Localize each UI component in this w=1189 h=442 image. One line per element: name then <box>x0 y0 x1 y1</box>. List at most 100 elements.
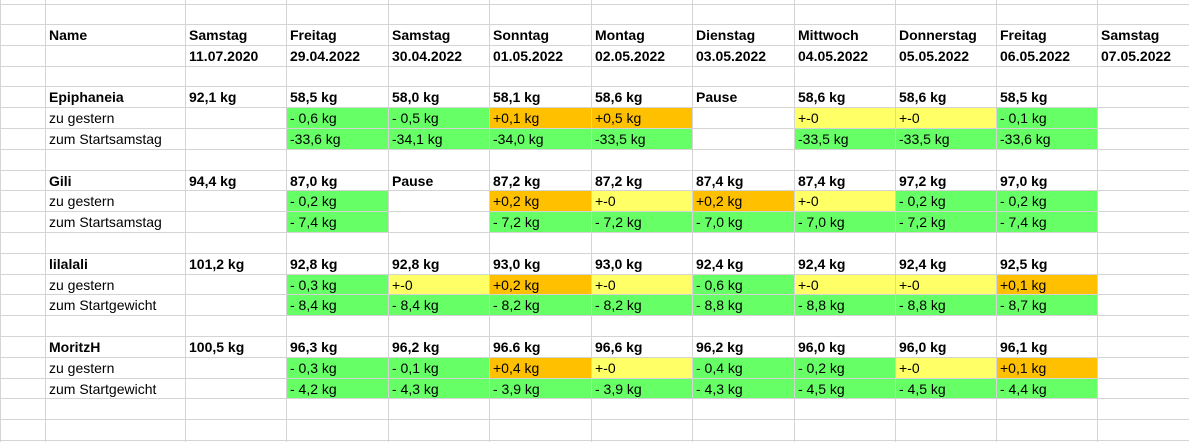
diff-start-cell[interactable]: - 8,2 kg <box>490 295 591 315</box>
header-weekday[interactable]: Dienstag <box>696 27 756 43</box>
diff-yesterday-cell[interactable]: - 0,6 kg <box>693 275 794 294</box>
diff-start-cell[interactable]: - 7,4 kg <box>287 212 388 232</box>
diff-yesterday-cell[interactable]: - 0,3 kg <box>287 275 388 294</box>
diff-start-cell[interactable]: - 8,2 kg <box>592 295 692 315</box>
diff-start-cell[interactable]: -33,6 kg <box>997 129 1097 149</box>
diff-start-cell[interactable]: - 4,2 kg <box>287 379 388 398</box>
diff-start-cell[interactable]: -33,5 kg <box>896 129 996 149</box>
row-label[interactable]: zu gestern <box>49 193 115 209</box>
weight-cell[interactable]: 101,2 kg <box>189 256 245 272</box>
diff-start-cell[interactable]: -33,5 kg <box>592 129 692 149</box>
diff-start-cell[interactable]: - 3,9 kg <box>490 379 591 398</box>
weight-cell[interactable]: 92,4 kg <box>798 256 846 272</box>
diff-yesterday-cell[interactable]: +0,1 kg <box>997 358 1097 378</box>
row-label[interactable]: zu gestern <box>49 110 115 126</box>
diff-yesterday-cell[interactable]: +0,2 kg <box>490 191 591 211</box>
diff-yesterday-cell[interactable]: +0,1 kg <box>997 275 1097 294</box>
weight-cell[interactable]: 92,8 kg <box>290 256 338 272</box>
diff-start-cell[interactable]: - 4,4 kg <box>997 379 1097 398</box>
diff-yesterday-cell[interactable]: - 0,2 kg <box>896 191 996 211</box>
weight-cell[interactable]: Pause <box>392 173 434 189</box>
header-date[interactable]: 04.05.2022 <box>798 48 869 64</box>
diff-yesterday-cell[interactable]: +0,5 kg <box>592 108 692 128</box>
diff-start-cell[interactable]: -33,5 kg <box>795 129 895 149</box>
row-label[interactable]: zum Startgewicht <box>49 381 157 397</box>
weight-cell[interactable]: 87,0 kg <box>290 173 338 189</box>
weight-cell[interactable]: 58,6 kg <box>798 89 846 105</box>
weight-cell[interactable]: 100,5 kg <box>189 339 245 355</box>
diff-yesterday-cell[interactable]: +-0 <box>592 191 692 211</box>
weight-cell[interactable]: 96,2 kg <box>696 339 744 355</box>
weight-cell[interactable]: 96,0 kg <box>899 339 947 355</box>
diff-yesterday-cell[interactable]: +0,4 kg <box>490 358 591 378</box>
header-weekday[interactable]: Mittwoch <box>798 27 859 43</box>
header-date[interactable]: 05.05.2022 <box>899 48 970 64</box>
weight-cell[interactable]: 92,8 kg <box>392 256 440 272</box>
weight-cell[interactable]: 96,0 kg <box>798 339 846 355</box>
weight-cell[interactable]: Pause <box>696 89 738 105</box>
diff-yesterday-cell[interactable]: - 0,1 kg <box>389 358 489 378</box>
diff-start-cell[interactable]: - 8,8 kg <box>896 295 996 315</box>
diff-start-cell[interactable]: - 8,8 kg <box>693 295 794 315</box>
diff-start-cell[interactable]: -34,0 kg <box>490 129 591 149</box>
header-date[interactable]: 02.05.2022 <box>595 48 666 64</box>
diff-yesterday-cell[interactable]: +-0 <box>795 191 895 211</box>
weight-cell[interactable]: 58,5 kg <box>1000 89 1048 105</box>
diff-yesterday-cell[interactable]: +0,2 kg <box>693 191 794 211</box>
diff-start-cell[interactable]: - 7,2 kg <box>490 212 591 232</box>
weight-cell[interactable]: 92,4 kg <box>899 256 947 272</box>
header-date[interactable]: 07.05.2022 <box>1101 48 1172 64</box>
weight-cell[interactable]: 87,2 kg <box>595 173 643 189</box>
row-label[interactable]: zu gestern <box>49 277 115 293</box>
header-date[interactable]: 30.04.2022 <box>392 48 463 64</box>
diff-start-cell[interactable]: - 3,9 kg <box>592 379 692 398</box>
diff-start-cell[interactable]: - 7,2 kg <box>896 212 996 232</box>
header-weekday[interactable]: Samstag <box>189 27 248 43</box>
weight-cell[interactable]: 96,6 kg <box>595 339 643 355</box>
header-date[interactable]: 11.07.2020 <box>189 48 259 64</box>
header-weekday[interactable]: Samstag <box>392 27 451 43</box>
weight-cell[interactable]: 58,0 kg <box>392 89 440 105</box>
weight-cell[interactable]: 97,0 kg <box>1000 173 1048 189</box>
weight-cell[interactable]: 92,5 kg <box>1000 256 1048 272</box>
weight-cell[interactable]: 93,0 kg <box>493 256 541 272</box>
header-date[interactable]: 01.05.2022 <box>493 48 564 64</box>
header-weekday[interactable]: Samstag <box>1101 27 1160 43</box>
diff-yesterday-cell[interactable]: - 0,1 kg <box>997 108 1097 128</box>
person-name[interactable]: lilalali <box>49 256 88 272</box>
diff-yesterday-cell[interactable]: +-0 <box>389 275 489 294</box>
diff-yesterday-cell[interactable]: - 0,2 kg <box>287 191 388 211</box>
diff-start-cell[interactable]: -34,1 kg <box>389 129 489 149</box>
row-label[interactable]: zum Startsamstag <box>49 131 162 147</box>
diff-start-cell[interactable]: - 4,5 kg <box>896 379 996 398</box>
diff-start-cell[interactable]: - 7,0 kg <box>795 212 895 232</box>
person-name[interactable]: Epiphaneia <box>49 89 124 105</box>
weight-cell[interactable]: 96,3 kg <box>290 339 338 355</box>
diff-start-cell[interactable]: -33,6 kg <box>287 129 388 149</box>
diff-start-cell[interactable]: - 8,4 kg <box>287 295 388 315</box>
weight-cell[interactable]: 87,4 kg <box>798 173 846 189</box>
diff-yesterday-cell[interactable]: - 0,2 kg <box>795 358 895 378</box>
header-weekday[interactable]: Freitag <box>290 27 337 43</box>
weight-cell[interactable]: 58,5 kg <box>290 89 338 105</box>
weight-cell[interactable]: 87,2 kg <box>493 173 541 189</box>
weight-cell[interactable]: 96,2 kg <box>392 339 440 355</box>
diff-start-cell[interactable]: - 4,3 kg <box>693 379 794 398</box>
diff-yesterday-cell[interactable]: +-0 <box>592 358 692 378</box>
header-weekday[interactable]: Montag <box>595 27 645 43</box>
header-date[interactable]: 29.04.2022 <box>290 48 361 64</box>
weight-cell[interactable]: 94,4 kg <box>189 173 237 189</box>
weight-cell[interactable]: 93,0 kg <box>595 256 643 272</box>
diff-start-cell[interactable]: - 8,4 kg <box>389 295 489 315</box>
header-weekday[interactable]: Donnerstag <box>899 27 977 43</box>
diff-start-cell[interactable]: - 8,8 kg <box>795 295 895 315</box>
diff-start-cell[interactable]: - 7,0 kg <box>693 212 794 232</box>
weight-cell[interactable]: 58,6 kg <box>899 89 947 105</box>
diff-yesterday-cell[interactable]: - 0,5 kg <box>389 108 489 128</box>
person-name[interactable]: Gili <box>49 173 72 189</box>
diff-yesterday-cell[interactable]: +-0 <box>896 275 996 294</box>
diff-yesterday-cell[interactable]: - 0,2 kg <box>997 191 1097 211</box>
diff-yesterday-cell[interactable]: - 0,3 kg <box>287 358 388 378</box>
diff-yesterday-cell[interactable]: - 0,4 kg <box>693 358 794 378</box>
